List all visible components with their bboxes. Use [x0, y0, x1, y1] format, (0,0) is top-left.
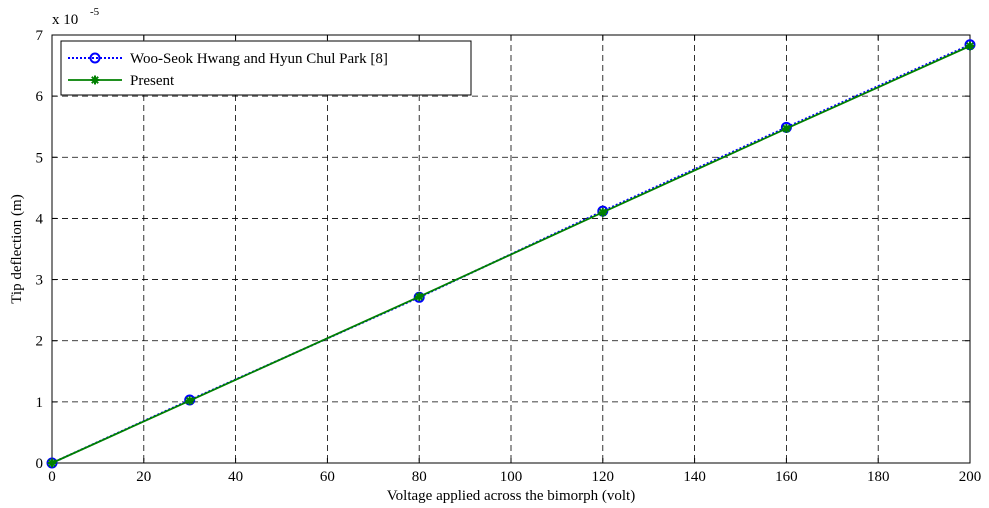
grid [52, 35, 970, 463]
legend-label: Present [130, 73, 175, 89]
legend-box [60, 40, 472, 96]
y-axis-title: Tip deflection (m) [9, 194, 25, 303]
legend-label: Woo-Seok Hwang and Hyun Chul Park [8] [130, 51, 388, 67]
series-line [51, 45, 971, 464]
x-axis-title: Voltage applied across the bimorph (volt… [387, 488, 635, 504]
x-tick-label: 0 [48, 469, 56, 485]
legend-marker [90, 75, 100, 85]
legend: Woo-Seok Hwang and Hyun Chul Park [8] Pre… [60, 40, 472, 96]
legend-entry-0: Woo-Seok Hwang and Hyun Chul Park [8] [68, 51, 388, 67]
y-tick-label: 3 [36, 273, 44, 289]
legend-entry-1: Present [68, 73, 175, 89]
x-tick-label: 140 [683, 469, 706, 485]
x-tick-label: 200 [959, 469, 982, 485]
data-point [965, 41, 975, 51]
x-tick-label: 120 [592, 469, 615, 485]
y-tick-label: 7 [36, 28, 44, 44]
data-point [781, 124, 791, 134]
y-tick-label: 5 [36, 150, 44, 166]
x-tick-label: 80 [412, 469, 427, 485]
data-point [414, 292, 424, 302]
y-tick-label: 6 [36, 89, 44, 105]
series-1 [47, 41, 975, 468]
x-tick-label: 160 [775, 469, 798, 485]
legend-marker [89, 52, 101, 64]
y-exponent-power: -5 [90, 6, 100, 18]
y-tick-label: 2 [36, 334, 44, 350]
data-point [47, 458, 57, 468]
x-tick-label: 40 [228, 469, 243, 485]
x-tick-label: 60 [320, 469, 335, 485]
y-axis: 0 1 2 3 4 5 6 7 [36, 28, 970, 472]
y-tick-label: 4 [36, 211, 44, 227]
y-tick-label: 0 [36, 456, 44, 472]
y-tick-label: 1 [36, 395, 44, 411]
y-exponent-base: x 10 [52, 12, 78, 28]
x-tick-label: 100 [500, 469, 523, 485]
x-tick-label: 20 [136, 469, 151, 485]
x-tick-label: 180 [867, 469, 890, 485]
x-axis: 0 20 40 60 80 100 120 140 160 180 200 [48, 35, 981, 485]
data-point [185, 396, 195, 406]
series-layer [46, 39, 976, 469]
data-point [598, 207, 608, 217]
